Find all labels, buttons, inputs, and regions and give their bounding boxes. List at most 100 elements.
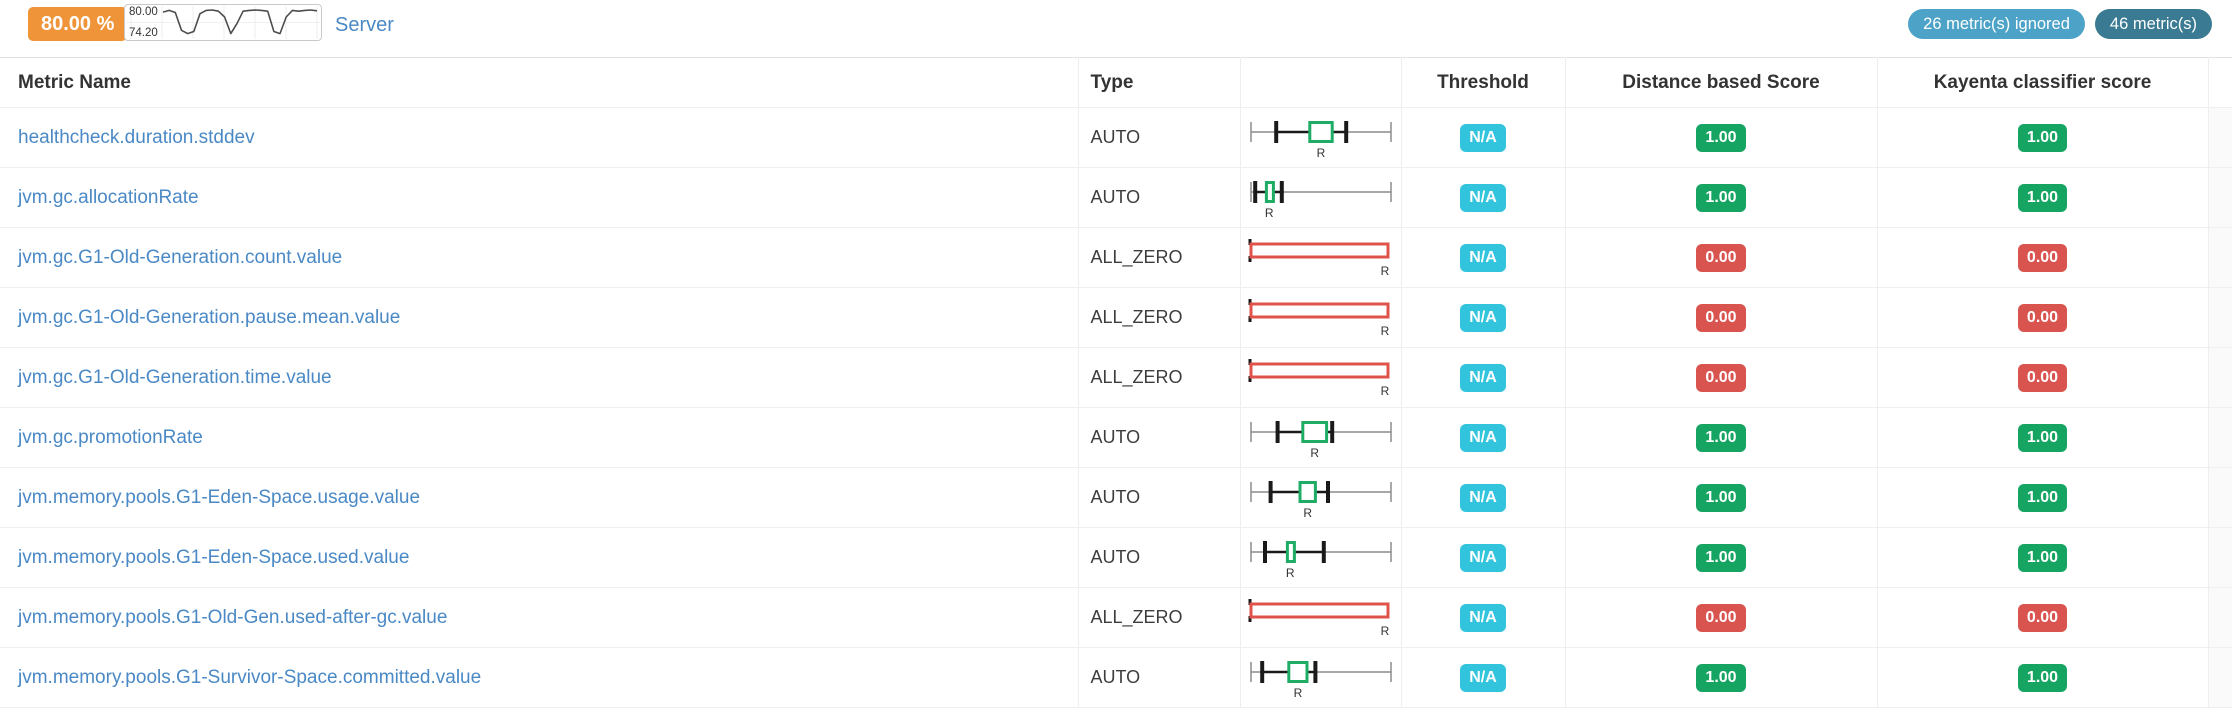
threshold-badge: N/A xyxy=(1460,483,1506,512)
range-boxplot: R xyxy=(1249,540,1392,580)
svg-text:R: R xyxy=(1380,624,1389,638)
metric-name-link[interactable]: jvm.memory.pools.G1-Eden-Space.usage.val… xyxy=(18,486,421,508)
classifier-score-badge: 0.00 xyxy=(2017,243,2068,272)
metric-row: jvm.memory.pools.G1-Eden-Space.used.valu… xyxy=(0,527,2232,588)
range-boxplot: R xyxy=(1249,660,1392,700)
classifier-score-badge: 1.00 xyxy=(2017,483,2068,512)
metric-row: jvm.gc.allocationRate AUTO R N/A 1.00 1.… xyxy=(0,167,2232,228)
metric-name-link[interactable]: healthcheck.duration.stddev xyxy=(18,126,255,148)
classifier-score-badge: 1.00 xyxy=(2017,183,2068,212)
distance-score-badge: 0.00 xyxy=(1696,363,1746,392)
threshold-badge: N/A xyxy=(1460,603,1506,632)
zero-range-plot: R xyxy=(1248,598,1389,638)
metric-type-label: AUTO xyxy=(1090,427,1141,447)
distance-score-badge: 0.00 xyxy=(1696,243,1746,272)
threshold-badge: N/A xyxy=(1460,183,1506,212)
metric-row: jvm.memory.pools.G1-Survivor-Space.commi… xyxy=(0,647,2232,708)
distance-score-badge: 1.00 xyxy=(1696,423,1746,452)
row-spacer xyxy=(2208,227,2232,288)
metric-name-link[interactable]: jvm.gc.G1-Old-Generation.count.value xyxy=(18,246,343,268)
column-header-threshold: Threshold xyxy=(1401,57,1566,108)
sparkline-ymin-label: 74.20 xyxy=(129,27,158,39)
classifier-score-badge: 1.00 xyxy=(2017,123,2068,152)
svg-text:R: R xyxy=(1380,264,1389,278)
distance-score-badge: 1.00 xyxy=(1696,483,1746,512)
svg-text:R: R xyxy=(1303,506,1312,520)
row-spacer xyxy=(2208,287,2232,348)
metric-type-label: ALL_ZERO xyxy=(1090,307,1183,327)
metric-range-plot: R xyxy=(1240,467,1402,528)
metric-name-link[interactable]: jvm.memory.pools.G1-Old-Gen.used-after-g… xyxy=(18,606,448,628)
threshold-badge: N/A xyxy=(1460,123,1506,152)
metric-type-label: AUTO xyxy=(1090,127,1141,147)
svg-text:R: R xyxy=(1285,566,1294,580)
row-spacer xyxy=(2208,647,2232,708)
classifier-score-badge: 0.00 xyxy=(2017,303,2068,332)
distance-score-badge: 1.00 xyxy=(1696,543,1746,572)
metric-row: jvm.gc.G1-Old-Generation.pause.mean.valu… xyxy=(0,287,2232,348)
metric-range-plot: R xyxy=(1240,347,1402,408)
row-spacer xyxy=(2208,407,2232,468)
column-header-distance-score: Distance based Score xyxy=(1565,57,1878,108)
metric-row: jvm.memory.pools.G1-Eden-Space.usage.val… xyxy=(0,467,2232,528)
threshold-badge: N/A xyxy=(1460,423,1506,452)
svg-text:R: R xyxy=(1316,146,1325,160)
row-spacer xyxy=(2208,167,2232,228)
metric-type-label: ALL_ZERO xyxy=(1090,247,1183,267)
metric-type-label: ALL_ZERO xyxy=(1090,367,1183,387)
distance-score-badge: 0.00 xyxy=(1696,603,1746,632)
metric-row: jvm.gc.promotionRate AUTO R N/A 1.00 1.0… xyxy=(0,407,2232,468)
metric-type-label: AUTO xyxy=(1090,667,1141,687)
ignored-metrics-badge: 26 metric(s) ignored xyxy=(1908,9,2085,39)
metric-name-link[interactable]: jvm.gc.G1-Old-Generation.time.value xyxy=(18,366,332,388)
distance-score-badge: 0.00 xyxy=(1696,303,1746,332)
metrics-count-badge: 46 metric(s) xyxy=(2094,9,2212,39)
metric-range-plot: R xyxy=(1240,107,1402,168)
classifier-score-badge: 1.00 xyxy=(2017,663,2068,692)
row-spacer xyxy=(2208,347,2232,408)
metric-row: jvm.memory.pools.G1-Old-Gen.used-after-g… xyxy=(0,587,2232,648)
row-spacer xyxy=(2208,587,2232,648)
classifier-score-badge: 0.00 xyxy=(2017,363,2068,392)
metrics-table: Metric Name Type Threshold Distance base… xyxy=(0,57,2232,708)
sparkline-ymax-label: 80.00 xyxy=(129,6,158,18)
classifier-score-badge: 1.00 xyxy=(2017,543,2068,572)
column-header-spacer xyxy=(2208,57,2232,108)
range-boxplot: R xyxy=(1249,420,1392,460)
threshold-badge: N/A xyxy=(1460,363,1506,392)
metric-name-link[interactable]: jvm.memory.pools.G1-Survivor-Space.commi… xyxy=(18,666,482,688)
zero-range-plot: R xyxy=(1248,298,1389,338)
metric-range-plot: R xyxy=(1240,647,1402,708)
metric-name-link[interactable]: jvm.gc.allocationRate xyxy=(18,186,199,208)
metric-type-label: AUTO xyxy=(1090,187,1141,207)
threshold-badge: N/A xyxy=(1460,543,1506,572)
distance-score-badge: 1.00 xyxy=(1696,123,1746,152)
range-boxplot: R xyxy=(1249,120,1392,160)
zero-range-plot: R xyxy=(1248,238,1389,278)
range-boxplot: R xyxy=(1249,480,1392,520)
table-header-row: Metric Name Type Threshold Distance base… xyxy=(0,57,2232,108)
distance-score-badge: 1.00 xyxy=(1696,183,1746,212)
metric-range-plot: R xyxy=(1240,587,1402,648)
column-header-metric-name: Metric Name xyxy=(0,57,1079,108)
column-header-plot xyxy=(1240,57,1402,108)
threshold-badge: N/A xyxy=(1460,243,1506,272)
metric-type-label: AUTO xyxy=(1090,487,1141,507)
metric-range-plot: R xyxy=(1240,527,1402,588)
metric-name-link[interactable]: jvm.memory.pools.G1-Eden-Space.used.valu… xyxy=(18,546,410,568)
svg-text:R: R xyxy=(1293,686,1302,700)
threshold-badge: N/A xyxy=(1460,663,1506,692)
row-spacer xyxy=(2208,107,2232,168)
svg-text:R: R xyxy=(1310,446,1319,460)
metric-range-plot: R xyxy=(1240,227,1402,288)
server-link[interactable]: Server xyxy=(335,14,394,36)
metric-name-link[interactable]: jvm.gc.promotionRate xyxy=(18,426,203,448)
zero-range-plot: R xyxy=(1248,358,1389,398)
metric-count-badges: 26 metric(s) ignored 46 metric(s) xyxy=(1908,9,2212,39)
threshold-badge: N/A xyxy=(1460,303,1506,332)
svg-text:R: R xyxy=(1380,324,1389,338)
report-summary-bar: 80.00 % 80.00 74.20 Server 26 metric(s) … xyxy=(0,0,2232,57)
metric-row: healthcheck.duration.stddev AUTO R N/A 1… xyxy=(0,107,2232,168)
classifier-score-badge: 0.00 xyxy=(2017,603,2068,632)
metric-name-link[interactable]: jvm.gc.G1-Old-Generation.pause.mean.valu… xyxy=(18,306,401,328)
